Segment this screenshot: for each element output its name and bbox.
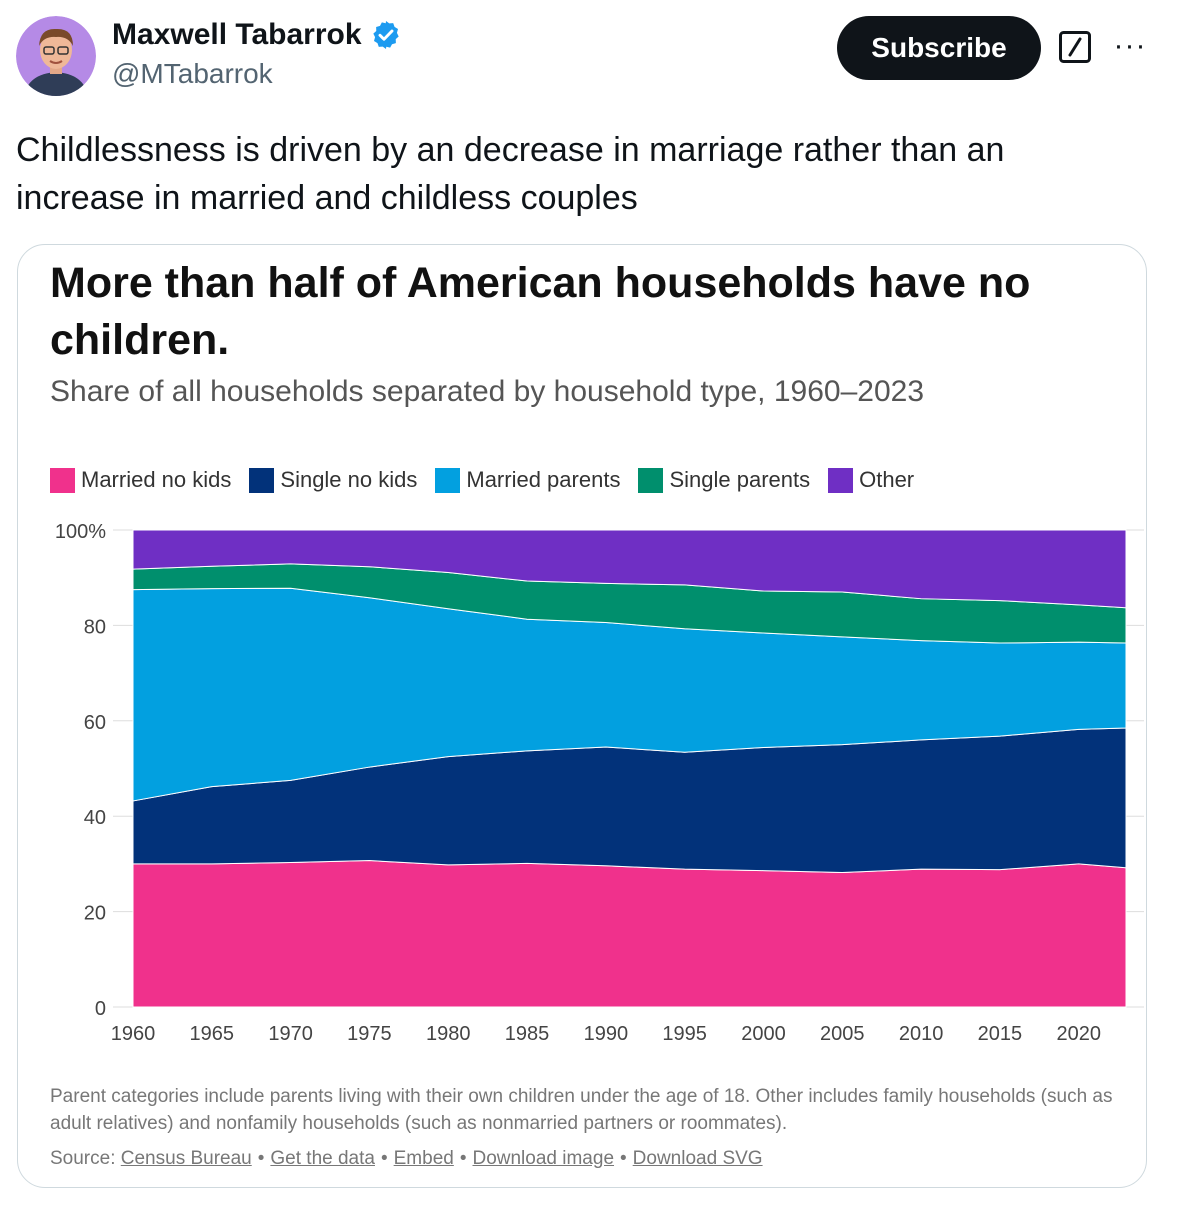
source-label: Source:	[50, 1148, 116, 1169]
link-download-svg[interactable]: Download SVG	[632, 1148, 763, 1169]
legend-label: Married no kids	[81, 467, 232, 492]
chart-legend: Married no kids Single no kids Married p…	[50, 467, 932, 493]
link-get-the-data[interactable]: Get the data	[270, 1148, 375, 1169]
y-tick-label: 40	[84, 807, 106, 829]
legend-swatch	[249, 467, 275, 493]
x-tick-label: 1985	[505, 1023, 550, 1045]
y-tick-label: 100%	[55, 521, 106, 543]
x-tick-label: 2020	[1056, 1023, 1101, 1045]
series-area	[132, 529, 1127, 609]
chart-note: Parent categories include parents living…	[50, 1086, 1113, 1134]
link-download-image[interactable]: Download image	[472, 1148, 615, 1169]
chart-source: Source: Census Bureau • Get the data • Embed…	[50, 1148, 763, 1170]
legend-item: Married parents	[435, 467, 620, 493]
link-census-bureau[interactable]: Census Bureau	[120, 1148, 252, 1169]
legend-swatch	[435, 467, 461, 493]
legend-item: Single no kids	[249, 467, 417, 493]
x-tick-label: 1995	[662, 1023, 707, 1045]
y-tick-label: 80	[84, 616, 106, 638]
x-tick-label: 2015	[978, 1023, 1023, 1045]
y-tick-label: 0	[95, 998, 106, 1020]
stacked-area-chart: 0 20 40 60 80 100% 1960 1965 1970 1975 1980 1985 199…	[55, 521, 1144, 1045]
link-embed[interactable]: Embed	[393, 1148, 454, 1169]
legend-item: Married no kids	[50, 467, 231, 493]
x-tick-label: 1975	[347, 1023, 392, 1045]
chart-subtitle: Share of all households separated by hou…	[50, 375, 924, 408]
link-separator: •	[620, 1148, 627, 1169]
author-name[interactable]: Maxwell Tabarrok	[112, 18, 362, 51]
legend-label: Married parents	[466, 467, 621, 492]
author-handle[interactable]: @MTabarrok	[112, 58, 273, 89]
x-tick-label: 1970	[268, 1023, 313, 1045]
x-tick-label: 2005	[820, 1023, 865, 1045]
tweet-text: Childlessness is driven by an decrease i…	[16, 131, 1005, 217]
legend-swatch	[638, 467, 664, 493]
chart-title: More than half of American households ha…	[50, 259, 1031, 364]
link-separator: •	[257, 1148, 265, 1169]
y-tick-label: 20	[84, 903, 106, 925]
author-name-row[interactable]: Maxwell Tabarrok	[112, 18, 402, 52]
series-area	[132, 860, 1127, 1008]
avatar[interactable]	[16, 16, 96, 96]
link-separator: •	[380, 1148, 388, 1169]
legend-label: Other	[859, 467, 915, 492]
x-tick-label: 2000	[741, 1023, 786, 1045]
chart-card[interactable]: More than half of American households ha…	[17, 244, 1147, 1188]
x-tick-label: 1990	[584, 1023, 629, 1045]
more-horizontal-icon[interactable]: ···	[1113, 29, 1147, 62]
x-tick-label: 1965	[190, 1023, 235, 1045]
legend-item: Other	[828, 467, 914, 493]
legend-swatch	[50, 467, 75, 493]
x-tick-label: 2010	[899, 1023, 944, 1045]
legend-label: Single no kids	[280, 467, 418, 492]
link-separator: •	[459, 1148, 467, 1169]
x-tick-label: 1980	[426, 1023, 471, 1045]
y-tick-label: 60	[84, 712, 106, 734]
x-tick-label: 1960	[111, 1023, 156, 1045]
verified-badge-icon	[372, 21, 399, 49]
subscribe-button[interactable]: Subscribe	[837, 16, 1041, 80]
legend-item: Single parents	[638, 467, 810, 493]
grok-slash-icon[interactable]	[1058, 30, 1092, 64]
legend-label: Single parents	[669, 467, 811, 492]
legend-swatch	[828, 467, 854, 493]
